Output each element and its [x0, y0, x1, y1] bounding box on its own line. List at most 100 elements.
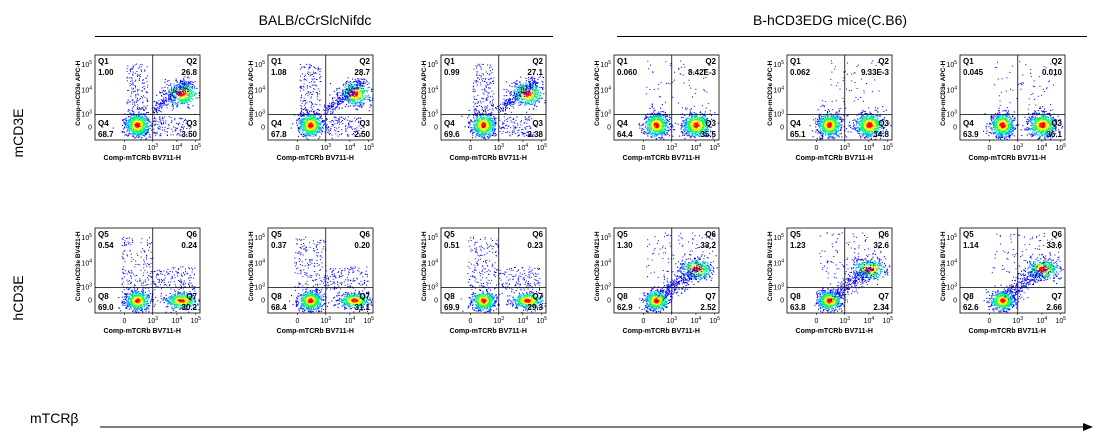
event-dot: [183, 84, 184, 85]
event-dot: [495, 133, 496, 134]
event-dot: [317, 94, 318, 95]
event-dot: [302, 122, 303, 123]
event-dot: [130, 85, 131, 86]
event-dot: [124, 132, 125, 133]
event-dot: [165, 79, 166, 80]
event-dot: [336, 88, 337, 89]
event-dot: [490, 129, 491, 130]
event-dot: [537, 86, 538, 87]
event-dot: [358, 105, 359, 106]
event-dot: [134, 85, 135, 86]
event-dot: [187, 100, 188, 101]
event-dot: [300, 69, 301, 70]
event-dot: [348, 94, 349, 95]
event-dot: [184, 96, 185, 97]
event-dot: [358, 95, 359, 96]
event-dot: [327, 132, 328, 133]
event-dot: [351, 128, 352, 129]
y-tick-label: 0: [261, 124, 265, 131]
event-dot: [300, 113, 301, 114]
event-dot: [146, 108, 147, 109]
event-dot: [520, 95, 521, 96]
event-dot: [333, 109, 334, 110]
event-dot: [177, 99, 178, 100]
event-dot: [502, 102, 503, 103]
event-dot: [186, 98, 187, 99]
event-dot: [298, 115, 299, 116]
event-dot: [529, 91, 530, 92]
event-dot: [479, 119, 480, 120]
event-dot: [366, 90, 367, 91]
event-dot: [336, 120, 337, 121]
event-dot: [511, 93, 512, 94]
event-dot: [337, 92, 338, 93]
event-dot: [144, 110, 145, 111]
event-dot: [370, 101, 371, 102]
event-dot: [477, 128, 478, 129]
event-dot: [536, 98, 537, 99]
event-dot: [163, 90, 164, 91]
event-dot: [510, 105, 511, 106]
event-dot: [515, 85, 516, 86]
event-dot: [305, 133, 306, 134]
event-dot: [175, 102, 176, 103]
event-dot: [170, 96, 171, 97]
event-dot: [194, 94, 195, 95]
event-dot: [291, 128, 292, 129]
event-dot: [301, 124, 302, 125]
event-dot: [526, 100, 527, 101]
event-dot: [345, 90, 346, 91]
event-dot: [313, 88, 314, 89]
quadrant-value-q2: 26.8: [181, 68, 197, 77]
x-tick-label: 104: [172, 143, 183, 152]
event-dot: [341, 121, 342, 122]
event-dot: [345, 131, 346, 132]
event-dot: [536, 89, 537, 90]
event-dot: [178, 95, 179, 96]
event-dot: [312, 79, 313, 80]
event-dot: [175, 127, 176, 128]
event-dot: [523, 88, 524, 89]
event-dot: [179, 82, 180, 83]
event-dot: [311, 81, 312, 82]
event-dot: [177, 133, 178, 134]
flow-plot-top-1: Q11.00Q226.8Q33.50Q468.70 103 104 105010310…: [75, 55, 201, 162]
event-dot: [352, 89, 353, 90]
event-dot: [292, 123, 293, 124]
event-dot: [347, 98, 348, 99]
event-dot: [332, 126, 333, 127]
event-dot: [300, 126, 301, 127]
event-dot: [324, 123, 325, 124]
event-dot: [314, 85, 315, 86]
event-dot: [168, 98, 169, 99]
event-dot: [346, 89, 347, 90]
event-dot: [485, 118, 486, 119]
event-dot: [327, 113, 328, 114]
event-dot: [360, 84, 361, 85]
event-dot: [135, 129, 136, 130]
event-dot: [356, 119, 357, 120]
event-dot: [304, 134, 305, 135]
event-dot: [138, 113, 139, 114]
event-dot: [132, 111, 133, 112]
event-dot: [536, 83, 537, 84]
y-tick-label: 104: [254, 86, 265, 95]
event-dot: [357, 83, 358, 84]
event-dot: [188, 104, 189, 105]
event-dot: [187, 103, 188, 104]
event-dot: [197, 97, 198, 98]
event-dot: [133, 115, 134, 116]
event-dot: [526, 78, 527, 79]
event-dot: [174, 87, 175, 88]
event-dot: [319, 136, 320, 137]
event-dot: [189, 99, 190, 100]
event-dot: [182, 99, 183, 100]
event-dot: [189, 108, 190, 109]
event-dot: [310, 92, 311, 93]
event-dot: [319, 91, 320, 92]
event-dot: [483, 113, 484, 114]
event-dot: [493, 127, 494, 128]
event-dot: [145, 126, 146, 127]
event-dot: [324, 105, 325, 106]
event-dot: [355, 104, 356, 105]
